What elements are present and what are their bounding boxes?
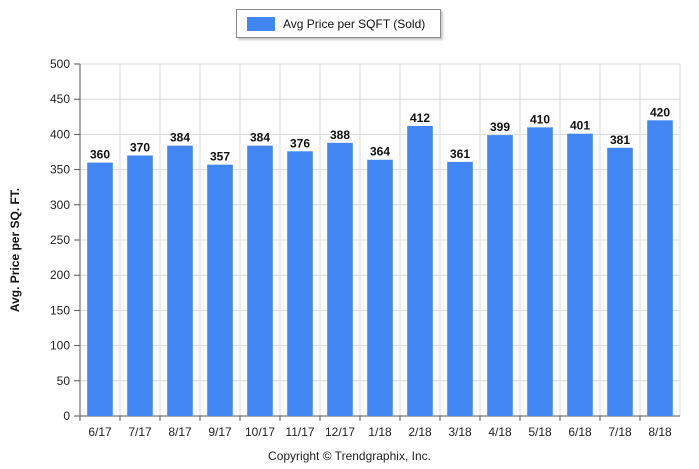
- y-axis-title: Avg. Price per SQ. FT.: [0, 188, 30, 312]
- bar: [567, 133, 593, 417]
- bar: [207, 164, 233, 416]
- legend-swatch: [247, 16, 275, 31]
- bar: [167, 145, 193, 416]
- bar: [647, 120, 673, 416]
- x-tick-label: 6/18: [568, 425, 592, 439]
- bar: [527, 127, 553, 417]
- x-tick-label: 1/18: [368, 425, 392, 439]
- x-tick-label: 9/17: [208, 425, 232, 439]
- bar: [247, 145, 273, 416]
- y-tick-label: 500: [50, 57, 70, 71]
- x-tick-label: 3/18: [448, 425, 472, 439]
- x-tick-label: 10/17: [245, 425, 275, 439]
- y-tick-label: 0: [63, 409, 70, 423]
- y-axis-title-text: Avg. Price per SQ. FT.: [8, 187, 22, 313]
- data-label: 401: [570, 119, 590, 133]
- data-label: 376: [290, 136, 310, 150]
- data-label: 420: [650, 105, 670, 119]
- data-label: 381: [610, 133, 630, 147]
- data-label: 361: [450, 147, 470, 161]
- data-label: 410: [530, 112, 550, 126]
- data-label: 399: [490, 120, 510, 134]
- bar: [447, 161, 473, 416]
- bar: [87, 162, 113, 416]
- data-label: 412: [410, 111, 430, 125]
- bar: [287, 151, 313, 416]
- data-label: 384: [250, 131, 270, 145]
- data-label: 357: [210, 150, 230, 164]
- x-tick-label: 8/17: [168, 425, 192, 439]
- bar: [327, 142, 353, 416]
- y-tick-label: 100: [50, 339, 70, 353]
- x-tick-label: 11/17: [285, 425, 314, 439]
- legend: Avg Price per SQFT (Sold): [236, 9, 441, 38]
- x-tick-label: 7/18: [608, 425, 632, 439]
- x-tick-label: 7/17: [128, 425, 152, 439]
- y-tick-label: 50: [57, 374, 71, 388]
- x-tick-label: 8/18: [648, 425, 672, 439]
- y-tick-label: 400: [50, 127, 70, 141]
- y-tick-label: 200: [50, 268, 70, 282]
- bar: [407, 125, 433, 417]
- y-tick-label: 350: [50, 163, 70, 177]
- y-tick-label: 450: [50, 92, 70, 106]
- data-label: 364: [370, 145, 390, 159]
- data-label: 384: [170, 131, 190, 145]
- x-tick-label: 12/17: [325, 425, 355, 439]
- data-label: 360: [90, 148, 110, 162]
- legend-label: Avg Price per SQFT (Sold): [283, 16, 426, 31]
- bar: [367, 159, 393, 416]
- x-tick-label: 4/18: [488, 425, 512, 439]
- copyright-text: Copyright © Trendgraphix, Inc.: [268, 449, 431, 463]
- bar: [127, 155, 153, 416]
- x-tick-label: 2/18: [408, 425, 432, 439]
- bar: [487, 135, 513, 416]
- y-tick-label: 250: [50, 233, 70, 247]
- y-tick-label: 300: [50, 198, 70, 212]
- y-tick-label: 150: [50, 303, 70, 317]
- data-label: 370: [130, 141, 150, 155]
- x-tick-label: 6/17: [88, 425, 112, 439]
- bar: [607, 147, 633, 416]
- x-tick-label: 5/18: [528, 425, 552, 439]
- data-label: 388: [330, 128, 350, 142]
